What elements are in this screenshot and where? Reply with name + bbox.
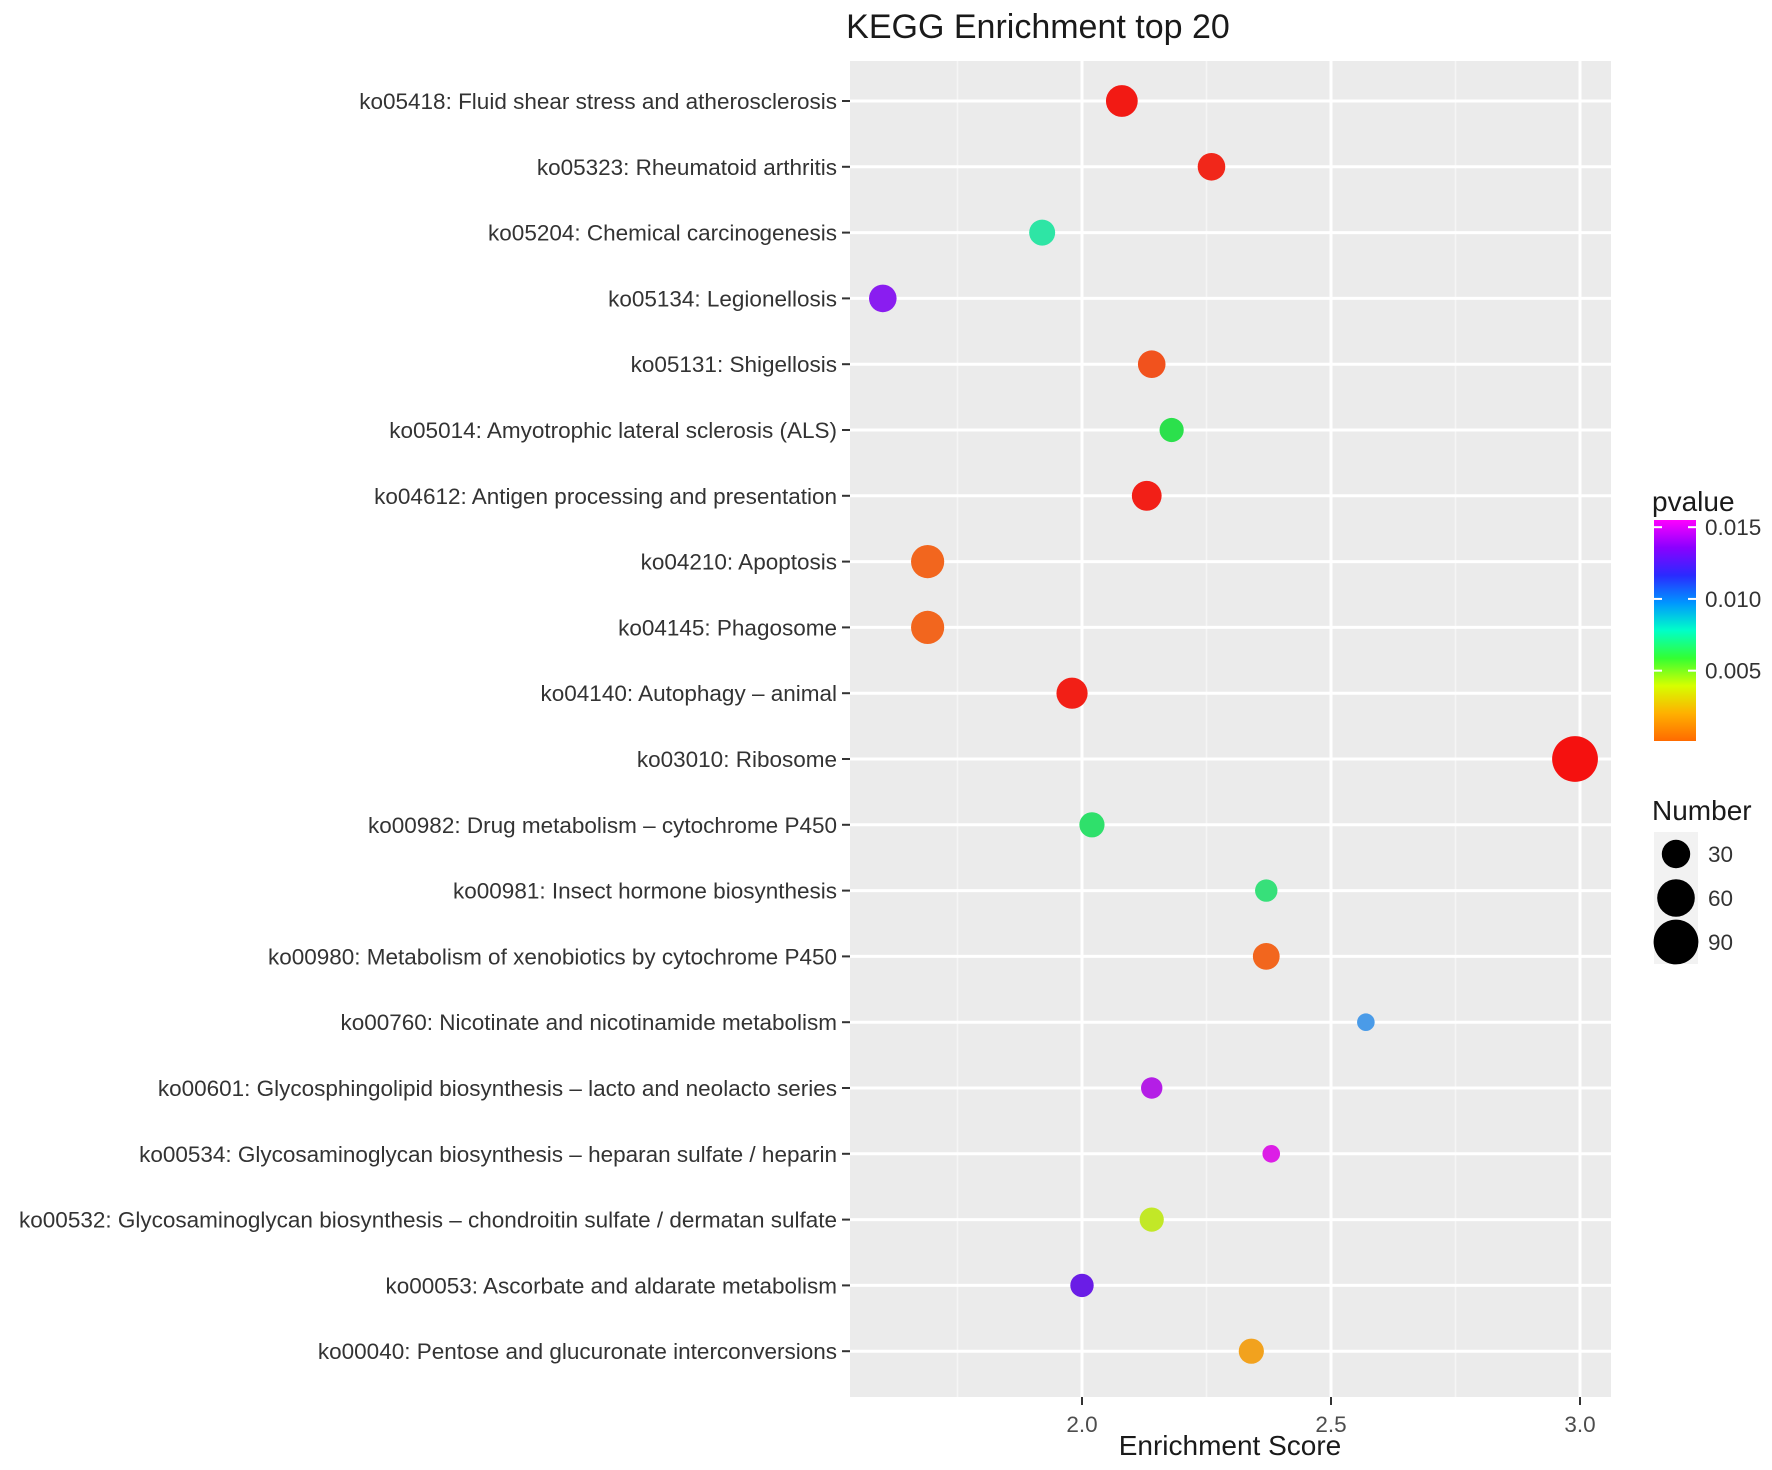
- pvalue-colorbar-ticks: 0.015 0.010 0.005: [1654, 515, 1761, 684]
- data-point: [1070, 1273, 1094, 1298]
- colorbar-tick-label: 0.010: [1705, 587, 1761, 612]
- y-tick-label: ko04612: Antigen processing and presenta…: [374, 484, 837, 509]
- number-legend-label: 30: [1708, 842, 1733, 867]
- y-tick-label: ko03010: Ribosome: [637, 747, 837, 772]
- data-point: [1252, 943, 1280, 970]
- data-point: [911, 610, 945, 645]
- data-point: [1137, 350, 1166, 379]
- data-point: [1079, 812, 1105, 838]
- number-legend: Number 30 60 90: [1652, 795, 1752, 965]
- plot-panel: [850, 61, 1611, 1397]
- data-points: [869, 85, 1598, 1364]
- data-point: [1552, 736, 1598, 782]
- y-tick-label: ko05418: Fluid shear stress and atherosc…: [359, 89, 837, 114]
- data-point: [1255, 879, 1278, 902]
- colorbar-tick-label: 0.005: [1705, 659, 1761, 684]
- y-tick-label: ko05204: Chemical carcinogenesis: [488, 221, 837, 246]
- data-point: [1056, 677, 1088, 709]
- y-tick-label: ko05131: Shigellosis: [631, 352, 837, 377]
- colorbar-tick-label: 0.015: [1705, 515, 1761, 540]
- number-legend-label: 90: [1708, 930, 1733, 955]
- y-tick-label: ko05323: Rheumatoid arthritis: [537, 155, 837, 180]
- pvalue-colorbar: [1654, 520, 1696, 741]
- grid-lines: [850, 61, 1611, 1397]
- data-point: [1238, 1338, 1264, 1364]
- number-legend-entries: 30 60 90: [1653, 832, 1733, 965]
- data-point: [1131, 480, 1162, 511]
- data-point: [1105, 85, 1138, 117]
- pvalue-legend: pvalue 0.015 0.010 0.005: [1652, 486, 1761, 741]
- x-tick-label: 2.5: [1315, 1412, 1346, 1437]
- x-tick-label: 3.0: [1564, 1412, 1595, 1437]
- data-point: [1141, 1077, 1163, 1099]
- y-tick-label: ko04145: Phagosome: [618, 615, 837, 640]
- number-legend-key: [1653, 919, 1699, 965]
- data-point: [1159, 417, 1184, 443]
- data-point: [1139, 1207, 1164, 1232]
- data-point: [1357, 1013, 1375, 1031]
- y-tick-label: ko00982: Drug metabolism – cytochrome P4…: [368, 813, 837, 838]
- y-tick-label: ko04140: Autophagy – animal: [541, 681, 837, 706]
- data-point: [911, 545, 945, 579]
- y-tick-label: ko00981: Insect hormone biosynthesis: [453, 879, 837, 904]
- y-tick-label: ko05014: Amyotrophic lateral sclerosis (…: [389, 418, 837, 443]
- number-legend-title: Number: [1652, 795, 1752, 826]
- data-point: [1029, 219, 1056, 246]
- chart-title: KEGG Enrichment top 20: [846, 8, 1230, 46]
- x-tick-label: 2.0: [1066, 1412, 1097, 1437]
- pvalue-legend-title: pvalue: [1652, 486, 1735, 517]
- y-tick-label: ko00534: Glycosaminoglycan biosynthesis …: [139, 1142, 837, 1167]
- data-point: [869, 284, 897, 313]
- y-tick-label: ko00532: Glycosaminoglycan biosynthesis …: [19, 1208, 837, 1233]
- number-legend-label: 60: [1708, 886, 1733, 911]
- y-tick-label: ko04210: Apoptosis: [641, 550, 837, 575]
- y-tick-label: ko00601: Glycosphingolipid biosynthesis …: [158, 1076, 837, 1101]
- data-point: [1197, 153, 1226, 181]
- y-tick-label: ko00053: Ascorbate and aldarate metaboli…: [385, 1273, 837, 1298]
- y-tick-label: ko05134: Legionellosis: [608, 286, 837, 311]
- number-legend-key: [1661, 839, 1691, 869]
- y-tick-label: ko00040: Pentose and glucuronate interco…: [318, 1339, 837, 1364]
- number-legend-key: [1657, 879, 1695, 917]
- x-axis-label: Enrichment Score: [1119, 1430, 1342, 1461]
- y-axis-ticks: ko05418: Fluid shear stress and atherosc…: [19, 89, 850, 1364]
- y-tick-label: ko00760: Nicotinate and nicotinamide met…: [340, 1010, 837, 1035]
- y-tick-label: ko00980: Metabolism of xenobiotics by cy…: [268, 944, 837, 969]
- x-axis-ticks: 2.0 2.5 3.0: [1066, 1397, 1596, 1437]
- data-point: [1262, 1145, 1281, 1163]
